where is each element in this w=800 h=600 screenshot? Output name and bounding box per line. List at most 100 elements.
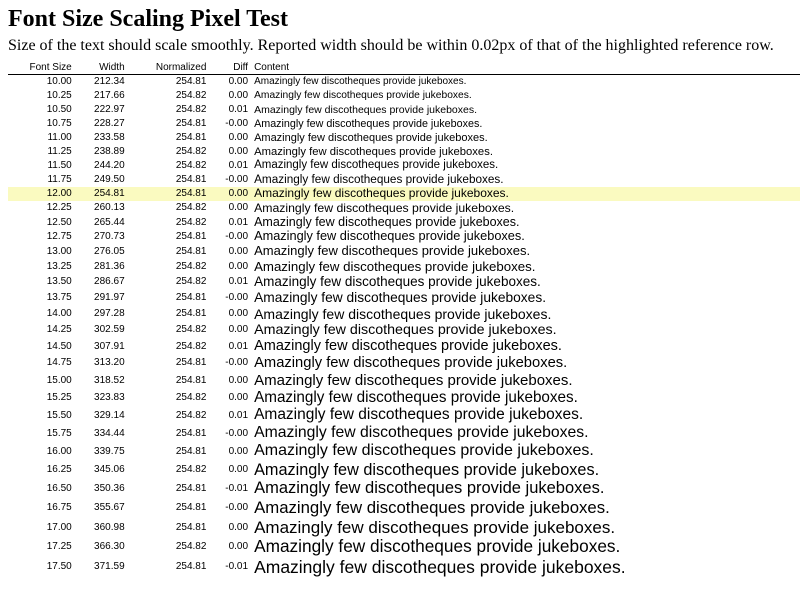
number-cell: 371.59 (94, 561, 125, 573)
number-cell: 254.81 (175, 427, 207, 439)
number-cell: 254.81 (175, 483, 207, 495)
content-cell: Amazingly few discotheques provide jukeb… (254, 228, 525, 244)
header-row: Font Size Width Normalized Diff Content (8, 61, 800, 75)
number-cell: 270.73 (94, 231, 125, 243)
table-row: 10.50 222.97 254.82 0.01 Amazingly few disco… (8, 103, 800, 117)
number-cell: 0.00 (228, 90, 249, 102)
table-row: 12.25 260.13 254.82 0.00 Amazingly few disco… (8, 201, 800, 215)
number-cell: 276.05 (94, 245, 125, 257)
number-cell: 254.81 (175, 307, 207, 319)
number-cell: 0.00 (228, 76, 249, 88)
table-row: 16.75 355.67 254.81 -0.00 Amazingly few disc… (8, 498, 800, 517)
number-cell: 254.81 (175, 76, 207, 88)
number-cell: 16.50 (46, 483, 72, 495)
number-cell: 13.25 (46, 260, 72, 272)
number-cell: 0.00 (228, 445, 249, 457)
content-cell: Amazingly few discotheques provide jukeb… (254, 173, 504, 187)
table-row: 16.00 339.75 254.81 0.00 Amazingly few disco… (8, 442, 800, 460)
number-cell: 14.75 (46, 357, 72, 369)
number-cell: 254.81 (175, 445, 207, 457)
content-cell: Amazingly few discotheques provide jukeb… (254, 354, 568, 371)
number-cell: 244.20 (94, 160, 125, 172)
number-cell: -0.01 (225, 561, 249, 573)
document: Font Size Scaling Pixel Test Size of the… (0, 6, 800, 577)
column-header: Width (77, 61, 131, 75)
number-cell: 249.50 (94, 174, 125, 186)
number-cell: 254.81 (175, 521, 207, 533)
number-cell: 0.00 (228, 541, 249, 553)
table-row: 12.50 265.44 254.82 0.01 Amazingly few disco… (8, 215, 800, 229)
number-cell: 0.00 (228, 146, 249, 158)
number-cell: 254.82 (175, 104, 207, 116)
number-cell: 228.27 (94, 118, 125, 130)
number-cell: 233.58 (94, 132, 125, 144)
table-row: 11.25 238.89 254.82 0.00 Amazingly few disco… (8, 145, 800, 159)
number-cell: 10.00 (46, 76, 72, 88)
number-cell: 12.25 (46, 202, 72, 214)
content-cell: Amazingly few discotheques provide jukeb… (254, 243, 531, 259)
number-cell: -0.00 (225, 427, 249, 439)
number-cell: 329.14 (94, 409, 125, 421)
table-row: 17.50 371.59 254.81 -0.01 Amazingly few disc… (8, 557, 800, 577)
content-cell: Amazingly few discotheques provide jukeb… (254, 371, 573, 389)
content-cell: Amazingly few discotheques provide jukeb… (254, 321, 557, 338)
content-cell: Amazingly few discotheques provide jukeb… (254, 289, 547, 305)
number-cell: -0.00 (225, 174, 249, 186)
number-cell: 10.75 (46, 118, 72, 130)
number-cell: 0.00 (228, 324, 249, 336)
number-cell: 15.75 (46, 427, 72, 439)
table-row: 17.00 360.98 254.81 0.00 Amazingly few disco… (8, 518, 800, 538)
number-cell: 13.00 (46, 245, 72, 257)
number-cell: 350.36 (94, 483, 125, 495)
content-cell: Amazingly few discotheques provide jukeb… (254, 305, 552, 322)
number-cell: 291.97 (94, 291, 125, 303)
number-cell: 11.75 (47, 174, 72, 186)
number-cell: 360.98 (94, 521, 125, 533)
number-cell: 0.00 (228, 521, 249, 533)
number-cell: 14.25 (46, 324, 72, 336)
number-cell: 0.01 (228, 409, 249, 421)
content-cell: Amazingly few discotheques provide jukeb… (254, 145, 493, 158)
number-cell: 254.82 (175, 90, 207, 102)
number-cell: 10.25 (46, 90, 72, 102)
number-cell: 254.81 (175, 132, 207, 144)
number-cell: 0.00 (228, 307, 249, 319)
number-cell: 0.00 (212, 187, 255, 201)
number-cell: 297.28 (94, 307, 125, 319)
number-cell: 254.81 (175, 357, 207, 369)
table-row: 11.50 244.20 254.82 0.01 Amazingly few disco… (8, 159, 800, 173)
content-cell: Amazingly few discotheques provide jukeb… (254, 388, 578, 406)
table-row: 13.75 291.97 254.81 -0.00 Amazingly few disc… (8, 290, 800, 306)
number-cell: 11.00 (47, 132, 72, 144)
number-cell: 15.00 (46, 374, 72, 386)
number-cell: 17.50 (46, 561, 72, 573)
number-cell: 254.82 (175, 541, 207, 553)
number-cell: 0.00 (228, 132, 249, 144)
column-header: Content (254, 61, 800, 75)
table-row: 16.25 345.06 254.82 0.00 Amazingly few disco… (8, 461, 800, 480)
number-cell: 0.01 (228, 340, 249, 352)
number-cell: 366.30 (94, 541, 125, 553)
number-cell: 254.81 (175, 174, 207, 186)
number-cell: 254.82 (175, 276, 207, 288)
table-row: 15.00 318.52 254.81 0.00 Amazingly few disco… (8, 372, 800, 389)
table-row: 13.00 276.05 254.81 0.00 Amazingly few disco… (8, 243, 800, 259)
content-cell: Amazingly few discotheques provide jukeb… (254, 274, 541, 290)
content-cell: Amazingly few discotheques provide jukeb… (254, 76, 467, 88)
table-row: 13.25 281.36 254.82 0.00 Amazingly few disco… (8, 259, 800, 274)
number-cell: 254.82 (175, 324, 207, 336)
content-cell: Amazingly few discotheques provide jukeb… (254, 536, 621, 557)
content-cell: Amazingly few discotheques provide jukeb… (254, 215, 520, 230)
number-cell: 0.00 (228, 245, 249, 257)
content-cell: Amazingly few discotheques provide jukeb… (254, 557, 626, 578)
table-body: 10.00 212.34 254.81 0.00 Amazingly few disco… (8, 75, 800, 578)
number-cell: 14.00 (46, 307, 72, 319)
number-cell: 254.81 (175, 245, 207, 257)
number-cell: 17.25 (46, 541, 72, 553)
number-cell: 0.01 (228, 104, 249, 116)
number-cell: 286.67 (94, 276, 125, 288)
number-cell: 12.75 (46, 231, 72, 243)
number-cell: 254.81 (175, 374, 207, 386)
table-row: 11.00 233.58 254.81 0.00 Amazingly few disco… (8, 131, 800, 145)
number-cell: 254.81 (175, 502, 207, 514)
